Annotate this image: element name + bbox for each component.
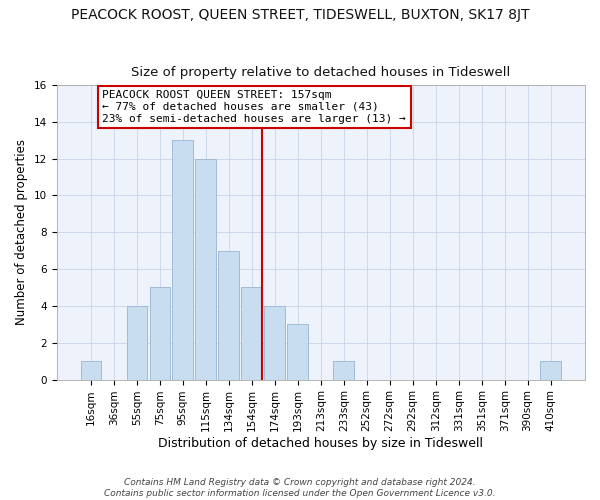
X-axis label: Distribution of detached houses by size in Tideswell: Distribution of detached houses by size … <box>158 437 483 450</box>
Bar <box>172 140 193 380</box>
Bar <box>287 324 308 380</box>
Bar <box>334 361 354 380</box>
Text: Contains HM Land Registry data © Crown copyright and database right 2024.
Contai: Contains HM Land Registry data © Crown c… <box>104 478 496 498</box>
Bar <box>218 250 239 380</box>
Bar <box>265 306 285 380</box>
Bar <box>149 288 170 380</box>
Text: PEACOCK ROOST QUEEN STREET: 157sqm
← 77% of detached houses are smaller (43)
23%: PEACOCK ROOST QUEEN STREET: 157sqm ← 77%… <box>103 90 406 124</box>
Bar <box>196 158 216 380</box>
Bar <box>127 306 147 380</box>
Bar <box>80 361 101 380</box>
Bar <box>540 361 561 380</box>
Title: Size of property relative to detached houses in Tideswell: Size of property relative to detached ho… <box>131 66 511 80</box>
Text: PEACOCK ROOST, QUEEN STREET, TIDESWELL, BUXTON, SK17 8JT: PEACOCK ROOST, QUEEN STREET, TIDESWELL, … <box>71 8 529 22</box>
Bar <box>241 288 262 380</box>
Y-axis label: Number of detached properties: Number of detached properties <box>15 139 28 325</box>
